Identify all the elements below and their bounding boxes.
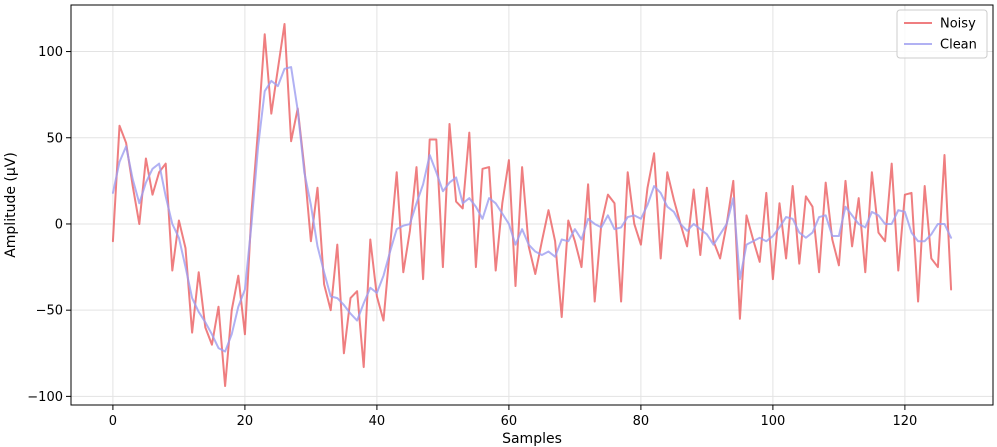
y-tick-label: −50: [36, 304, 63, 319]
plot-frame: [70, 4, 994, 406]
x-tick-label: 100: [760, 414, 785, 429]
ticks-layer: 0 20 40 60 80 100 120 −100 −50 0 50 100: [27, 45, 917, 429]
x-tick-label: 80: [633, 414, 650, 429]
legend-label-noisy: Noisy: [940, 17, 976, 32]
x-tick-label: 20: [237, 414, 254, 429]
grid-layer: [71, 5, 993, 405]
series-layer: [111, 22, 953, 388]
y-tick-label: −100: [27, 390, 63, 405]
x-tick-label: 0: [109, 414, 117, 429]
y-axis-label: Amplitude (µV): [3, 152, 19, 258]
y-tick-label: 100: [38, 45, 63, 60]
x-tick-label: 60: [501, 414, 518, 429]
x-tick-label: 40: [369, 414, 386, 429]
x-axis-label: Samples: [502, 431, 562, 447]
series-line-noisy: [111, 22, 953, 388]
y-tick-label: 50: [46, 131, 63, 146]
y-tick-label: 0: [55, 217, 63, 232]
x-tick-label: 120: [892, 414, 917, 429]
legend-label-clean: Clean: [940, 38, 977, 53]
series-line-clean: [111, 66, 953, 353]
legend: Noisy Clean: [896, 9, 988, 59]
